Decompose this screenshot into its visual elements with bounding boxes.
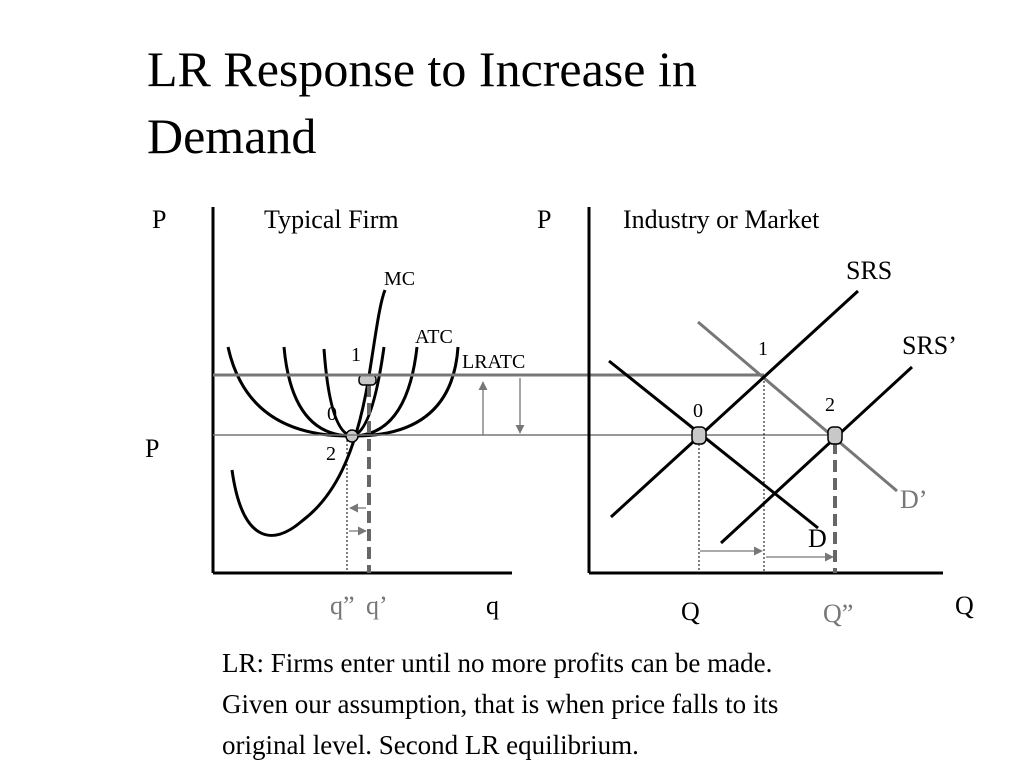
market-point-0-marker <box>691 426 707 445</box>
market-point-2-marker <box>827 426 843 445</box>
market-point-1-label: 1 <box>758 338 768 360</box>
caption-line-3: original level. Second LR equilibrium. <box>222 730 639 760</box>
market-point-0-label: 0 <box>693 400 703 422</box>
slide-title-line-1: LR Response to Increase in <box>147 41 697 97</box>
srs-prime-curve <box>719 365 914 545</box>
mc-curve <box>230 289 387 537</box>
atc-curve-outer <box>226 346 460 438</box>
market-panel-heading: Industry or Market <box>623 205 820 234</box>
caption-line-2: Given our assumption, that is when price… <box>222 689 779 719</box>
srs-curve <box>609 289 860 519</box>
firm-panel-heading: Typical Firm <box>264 205 399 234</box>
firm-y-axis-label: P <box>152 205 166 234</box>
firm-point-0-marker <box>345 429 359 443</box>
firm-point-0-label: 0 <box>327 403 337 425</box>
mc-label: MC <box>384 268 415 290</box>
market-x-axis-label: Q <box>955 591 974 620</box>
market-point-2-label: 2 <box>825 394 835 416</box>
firm-x-axis-label: q <box>486 591 499 620</box>
firm-price-label: P <box>145 434 159 463</box>
slide-title-line-2: Demand <box>147 108 317 164</box>
q-double-prime-label: q” <box>330 591 355 620</box>
atc-label: ATC <box>415 326 453 348</box>
slide-caption: LR: Firms enter until no more profits ca… <box>222 643 982 766</box>
firm-point-1-label: 1 <box>351 344 361 366</box>
demand-curve <box>608 359 819 530</box>
firm-point-2-label: 2 <box>326 443 336 465</box>
caption-line-1: LR: Firms enter until no more profits ca… <box>222 648 773 678</box>
srs-label: SRS <box>846 256 892 285</box>
market-panel: P Industry or Market SRS SRS’ 1 0 2 D’ D… <box>537 205 974 628</box>
market-y-axis-label: P <box>537 205 551 234</box>
market-q-double-prime-label: Q” <box>823 599 853 628</box>
demand-prime-curve <box>697 320 898 493</box>
d-prime-label: D’ <box>900 485 927 514</box>
lratc-label: LRATC <box>462 351 525 373</box>
slide-title: LR Response to Increase in Demand <box>147 36 947 170</box>
q-prime-label: q’ <box>366 591 388 620</box>
firm-panel: P Typical Firm P MC ATC LRATC 1 0 2 q” q… <box>145 205 525 620</box>
market-q-label: Q <box>681 597 700 626</box>
srs-prime-label: SRS’ <box>902 331 957 360</box>
d-label: D <box>808 524 827 553</box>
